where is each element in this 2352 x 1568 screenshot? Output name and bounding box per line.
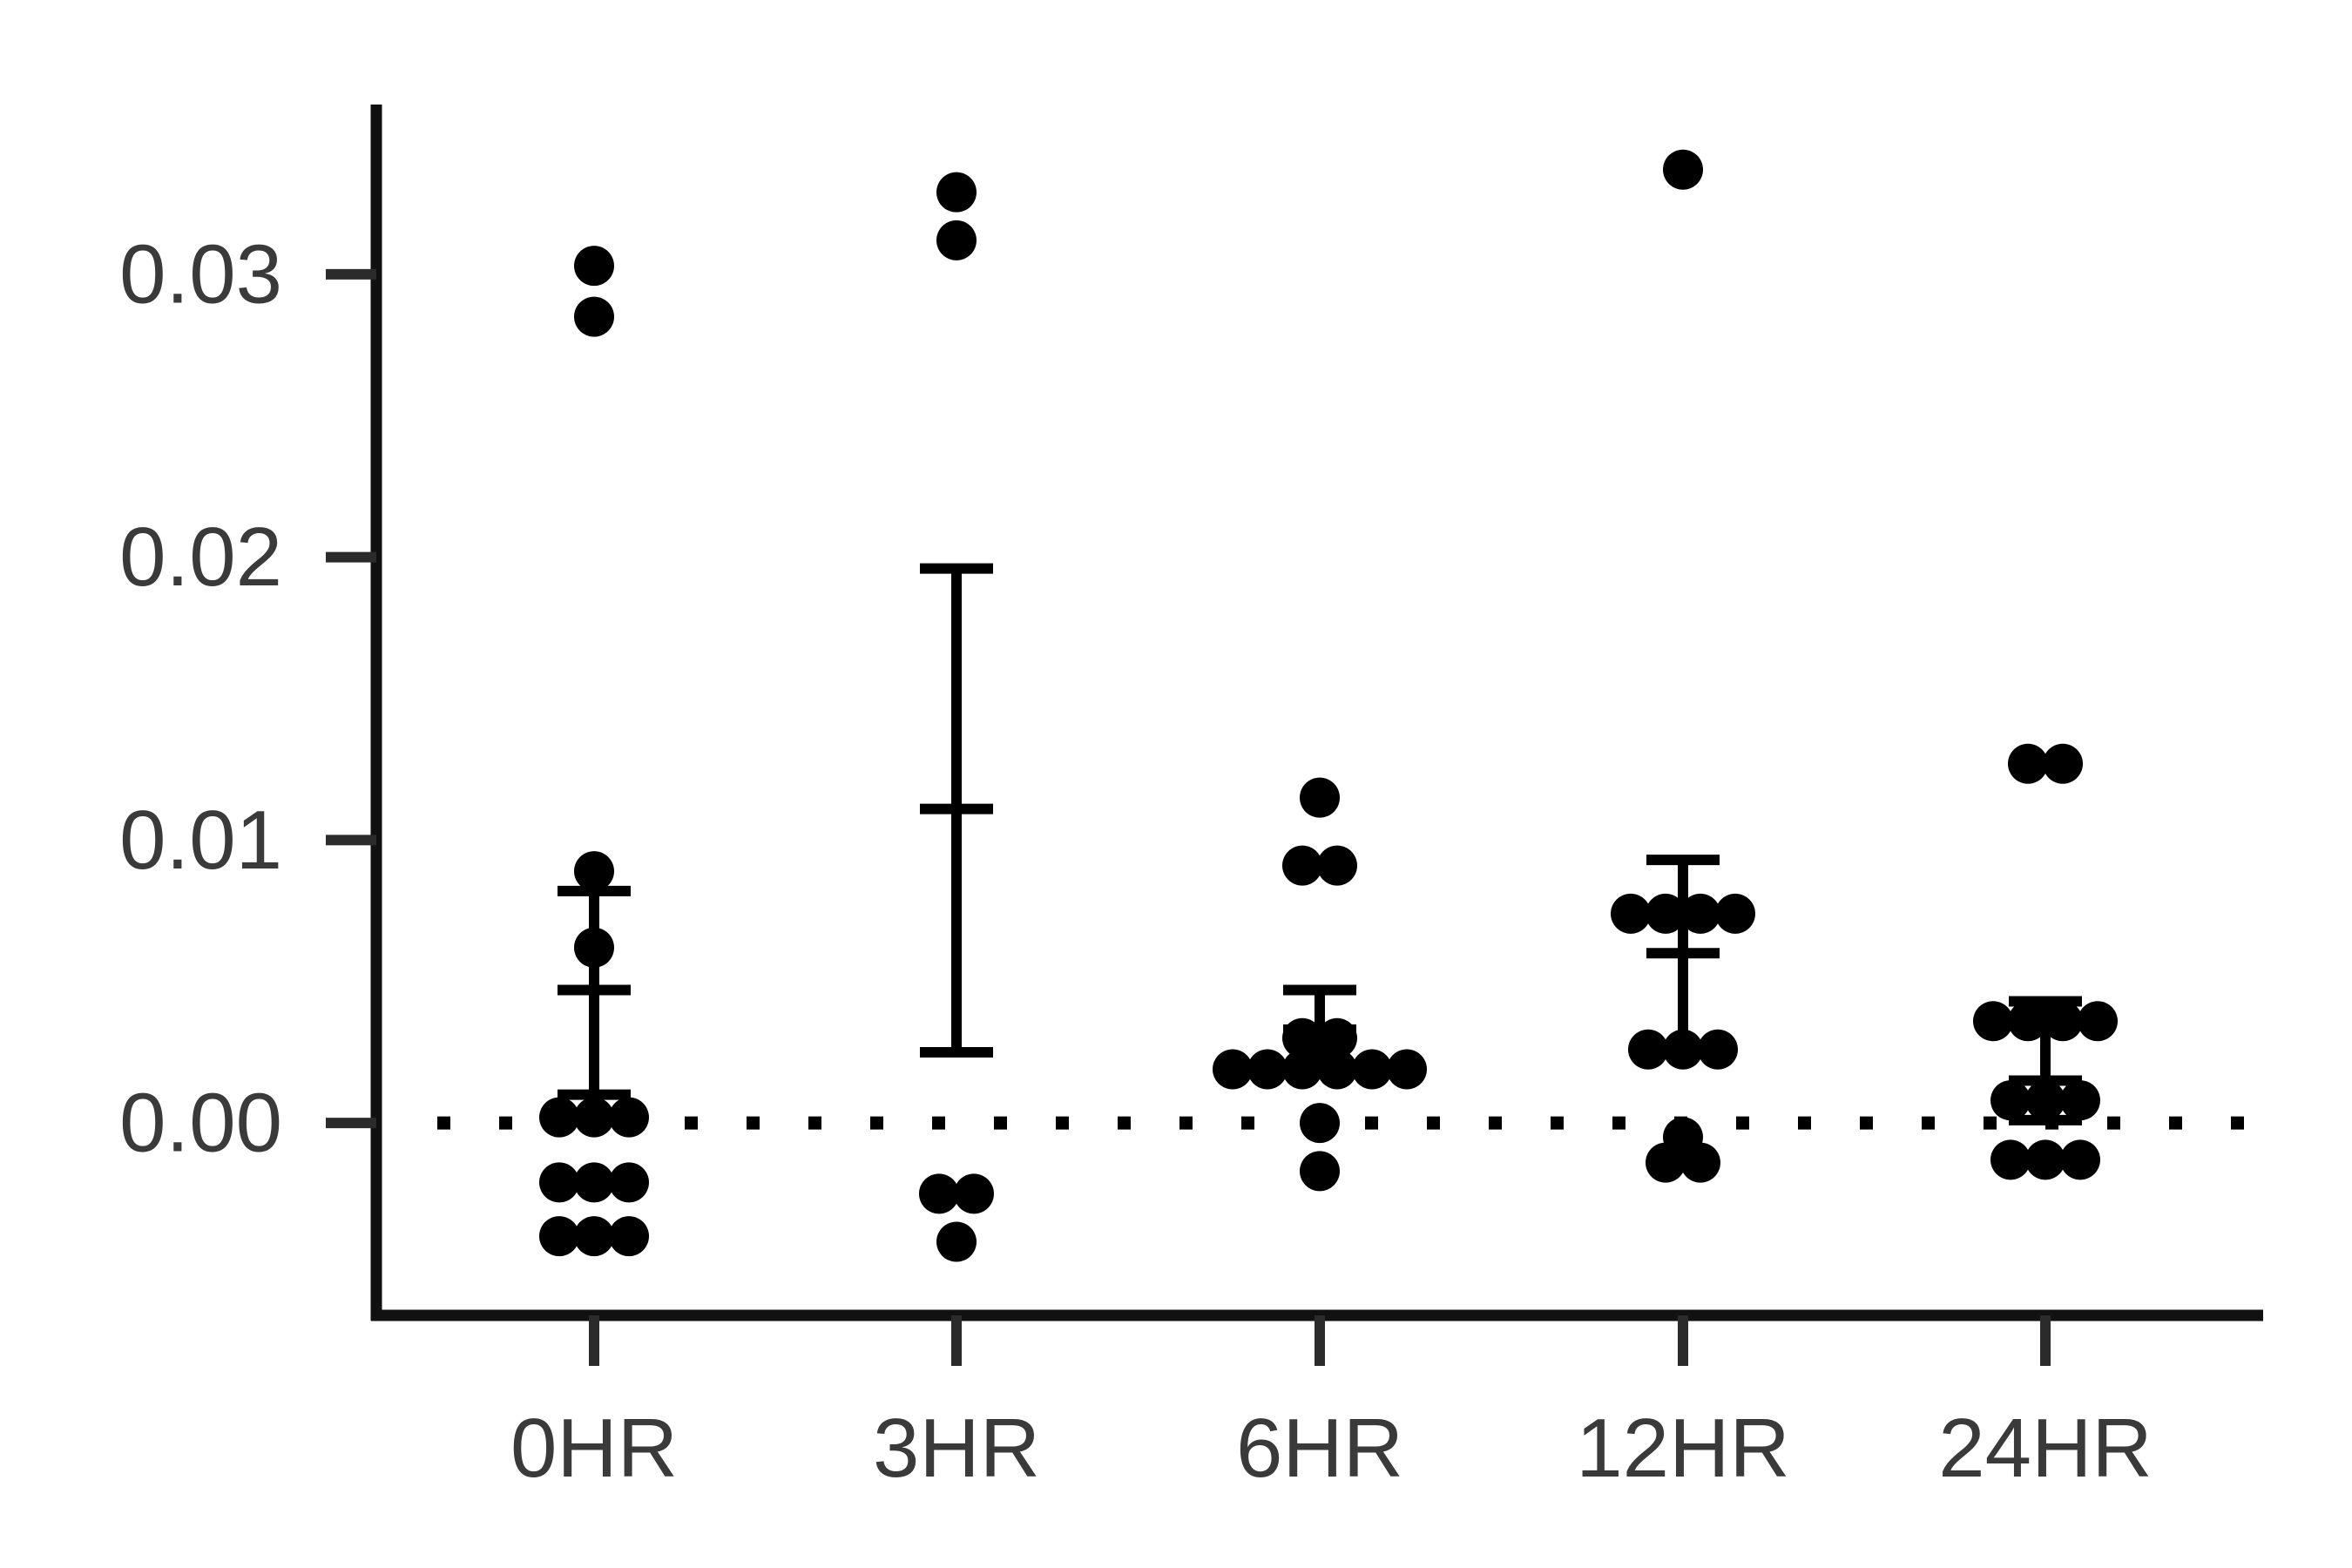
- y-tick-label: 0.03: [119, 227, 282, 321]
- data-point: [2043, 1001, 2083, 1042]
- data-point: [1663, 149, 1703, 190]
- data-point: [1317, 1049, 1357, 1090]
- data-point: [574, 246, 614, 287]
- data-point: [574, 296, 614, 337]
- data-point: [1300, 777, 1340, 818]
- data-point: [1611, 893, 1651, 934]
- data-point: [539, 1162, 579, 1203]
- data-point: [1300, 1103, 1340, 1144]
- data-point: [2060, 1139, 2100, 1180]
- tick-labels-layer: 0.00 0.01 0.02 0.03 0HR 3HR 6HR 12HR 24HR: [119, 227, 2153, 1495]
- data-point: [574, 1097, 614, 1138]
- data-point: [1628, 1029, 1668, 1070]
- data-point: [1973, 1001, 2013, 1042]
- data-point: [574, 1216, 614, 1257]
- data-point: [1317, 1017, 1357, 1058]
- data-point: [1247, 1049, 1288, 1090]
- data-point: [2025, 1139, 2065, 1180]
- data-point: [1317, 845, 1357, 886]
- data-point: [2008, 1001, 2048, 1042]
- data-point: [1680, 1142, 1720, 1183]
- data-point: [1352, 1049, 1392, 1090]
- x-tick-label: 24HR: [1938, 1402, 2152, 1495]
- data-point: [539, 1097, 579, 1138]
- data-point: [1990, 1139, 2031, 1180]
- data-point: [1663, 1029, 1703, 1070]
- data-point: [2043, 743, 2083, 784]
- data-point: [1646, 1142, 1686, 1183]
- data-point: [1387, 1049, 1427, 1090]
- y-tick-label: 0.02: [119, 510, 282, 604]
- data-point: [2060, 1080, 2100, 1121]
- data-point: [574, 851, 614, 892]
- x-tick-label: 6HR: [1236, 1402, 1403, 1495]
- data-point: [1715, 893, 1755, 934]
- data-point: [2025, 1080, 2065, 1121]
- data-point: [1213, 1049, 1253, 1090]
- data-point: [1646, 893, 1686, 934]
- data-point: [574, 1162, 614, 1203]
- data-point: [1990, 1080, 2031, 1121]
- data-point: [609, 1216, 649, 1257]
- data-point: [1282, 1017, 1322, 1058]
- data-point: [1680, 893, 1720, 934]
- axes-layer: [326, 105, 2263, 1366]
- x-tick-label: 12HR: [1576, 1402, 1789, 1495]
- data-point: [609, 1162, 649, 1203]
- data-point: [539, 1216, 579, 1257]
- data-point: [936, 1221, 977, 1262]
- data-point: [936, 220, 977, 260]
- data-point: [574, 927, 614, 968]
- data-point: [1300, 1151, 1340, 1192]
- data-point: [1282, 1049, 1322, 1090]
- data-point: [609, 1097, 649, 1138]
- data-point: [2078, 1001, 2118, 1042]
- data-point: [2008, 743, 2048, 784]
- y-tick-label: 0.01: [119, 794, 282, 887]
- data-point: [954, 1173, 994, 1214]
- data-point: [1282, 845, 1322, 886]
- data-points-layer: [539, 149, 2118, 1262]
- data-point: [919, 1173, 959, 1214]
- x-tick-label: 0HR: [510, 1402, 678, 1495]
- y-tick-label: 0.00: [119, 1077, 282, 1170]
- data-point: [936, 172, 977, 213]
- data-point: [1698, 1029, 1738, 1070]
- x-tick-label: 3HR: [873, 1402, 1040, 1495]
